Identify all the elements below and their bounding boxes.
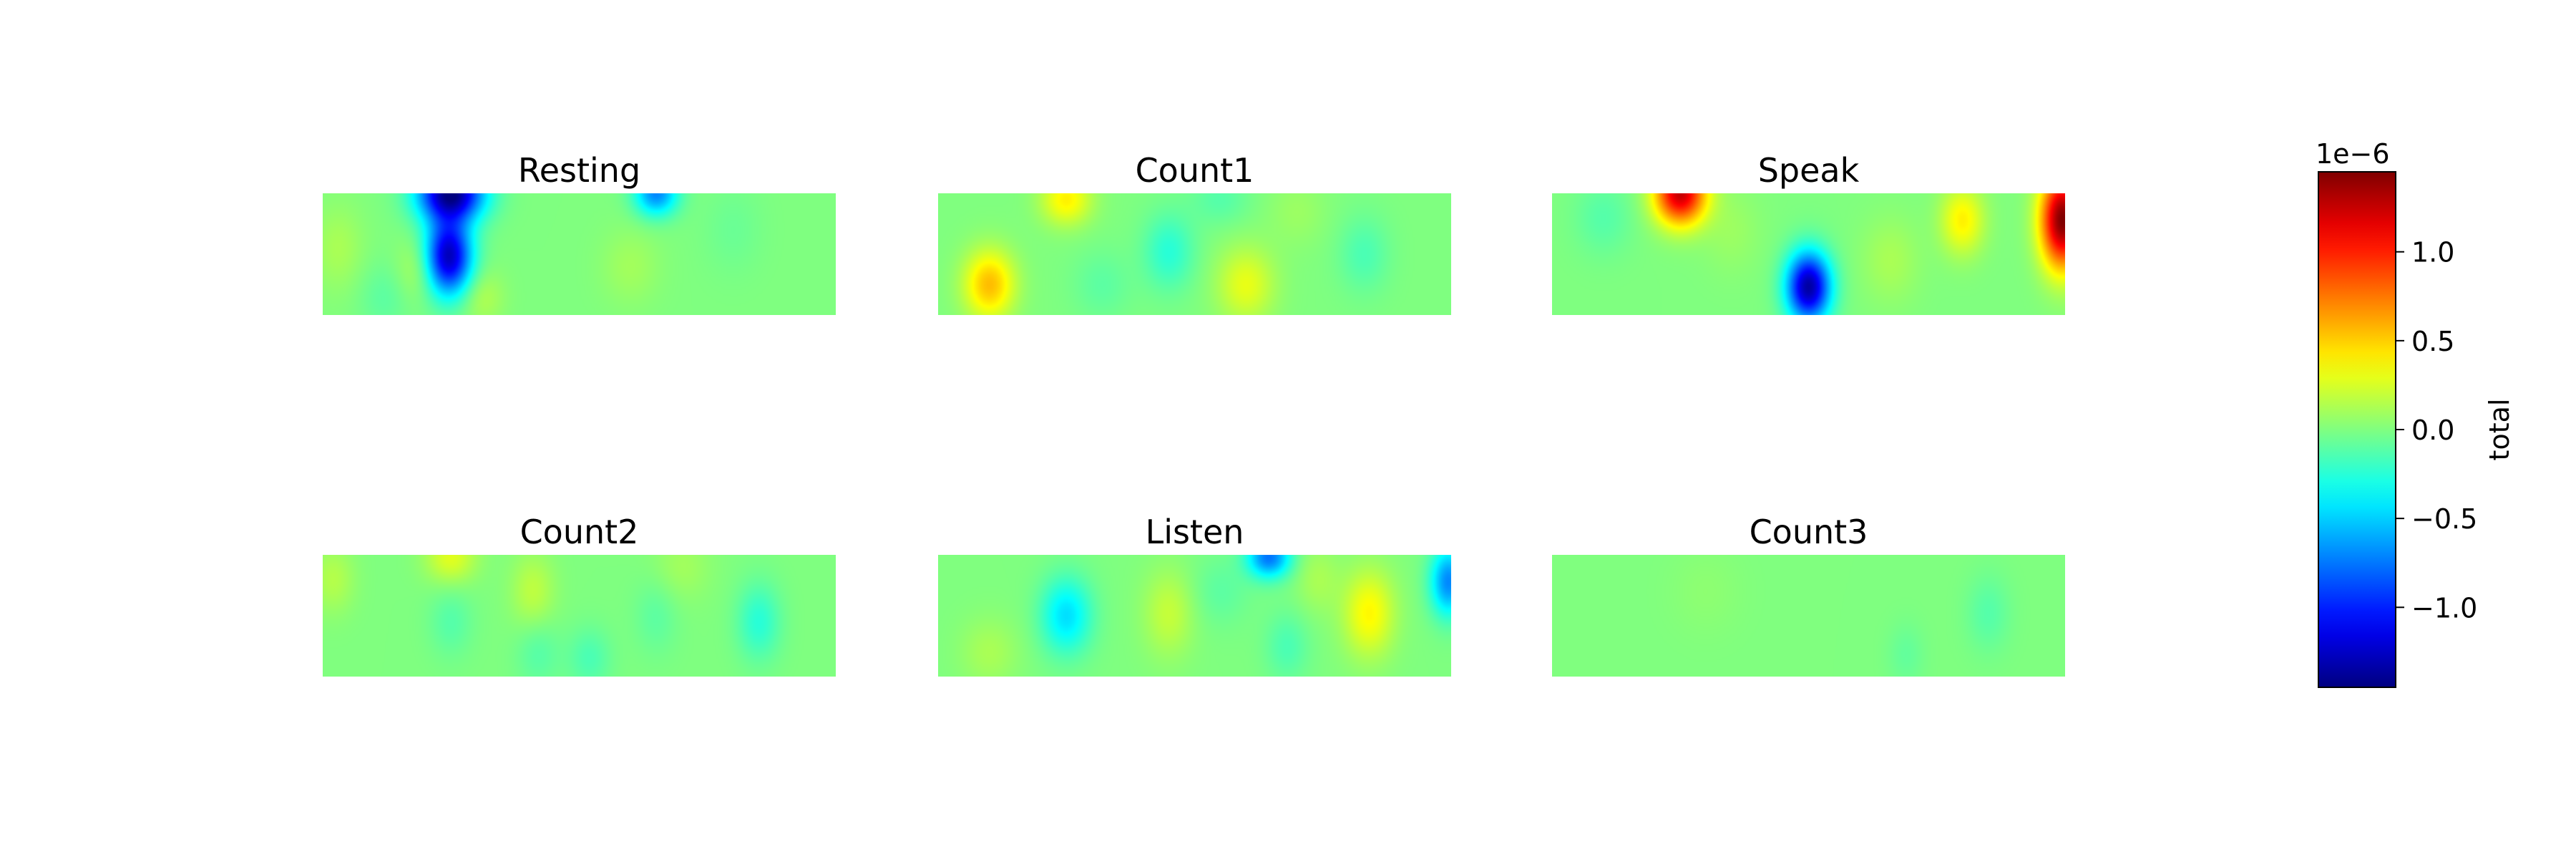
panel-title: Count2 [520, 513, 639, 551]
heatmap-panels: Resting Count1 Speak Count2 Listen Count3 [323, 151, 2065, 677]
colorbar-gradient [2318, 171, 2396, 688]
panel-title: Speak [1758, 151, 1860, 190]
panel-title: Resting [518, 151, 640, 190]
panel-count1: Count1 [938, 151, 1451, 315]
colorbar-tick-label: −0.5 [2411, 503, 2477, 535]
colorbar-tick-label: 0.0 [2411, 415, 2454, 446]
heatmap-image [938, 555, 1451, 677]
heatmap-image [1552, 555, 2065, 677]
colorbar-tick-label: −1.0 [2411, 592, 2477, 624]
panel-resting: Resting [323, 151, 836, 315]
heatmap-image [1552, 193, 2065, 315]
colorbar-tick-label: 0.5 [2411, 326, 2454, 357]
heatmap-image [323, 555, 836, 677]
heatmap-image [323, 193, 836, 315]
panel-speak: Speak [1552, 151, 2065, 315]
colorbar-tick-label: 1.0 [2411, 237, 2454, 268]
panel-listen: Listen [938, 513, 1451, 677]
colorbar-offset-text: 1e−6 [2316, 138, 2390, 170]
panel-title: Count3 [1750, 513, 1868, 551]
colorbar: 1.0 0.5 0.0 −0.5 −1.0 1e−6 total [2316, 138, 2515, 688]
heatmap-image [938, 193, 1451, 315]
panel-count3: Count3 [1552, 513, 2065, 677]
panel-title: Listen [1146, 513, 1244, 551]
panel-title: Count1 [1136, 151, 1254, 190]
panel-count2: Count2 [323, 513, 836, 677]
colorbar-label: total [2484, 399, 2515, 461]
